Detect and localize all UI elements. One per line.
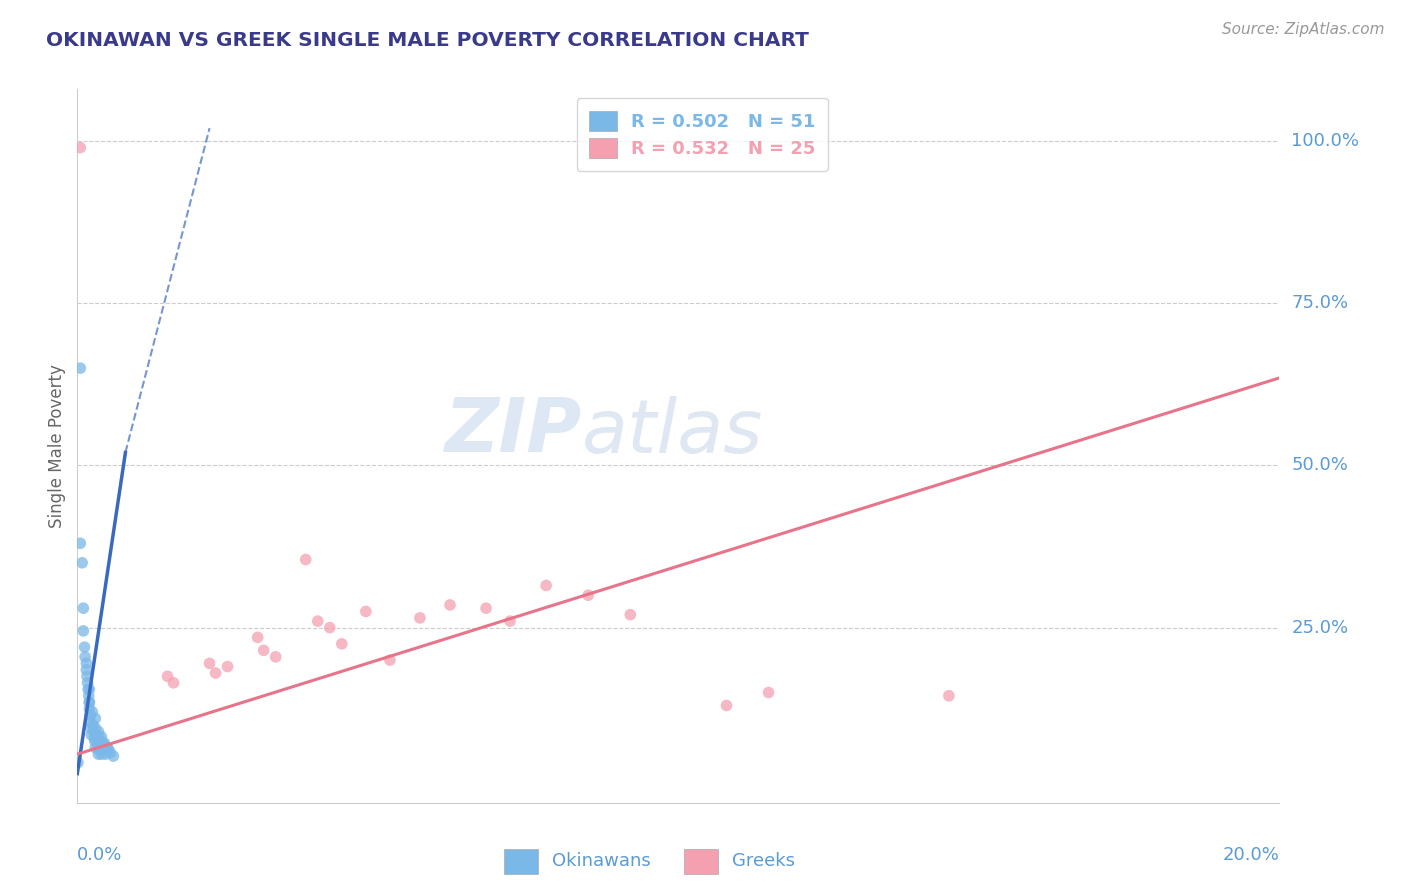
- Point: [84, 711, 107, 725]
- Point: [83, 731, 105, 745]
- Point: [80, 721, 103, 735]
- Legend: R = 0.502   N = 51, R = 0.532   N = 25: R = 0.502 N = 51, R = 0.532 N = 25: [576, 98, 828, 170]
- Text: 50.0%: 50.0%: [1292, 457, 1348, 475]
- Point: [87, 724, 110, 739]
- Point: [253, 643, 276, 657]
- Point: [96, 740, 118, 755]
- Point: [409, 611, 432, 625]
- Point: [439, 598, 461, 612]
- Point: [198, 657, 221, 671]
- Point: [84, 740, 107, 755]
- Point: [90, 730, 112, 744]
- Point: [76, 675, 98, 690]
- Point: [354, 604, 377, 618]
- Point: [90, 736, 112, 750]
- Point: [75, 649, 97, 664]
- Point: [90, 747, 112, 761]
- Text: 100.0%: 100.0%: [1292, 132, 1360, 150]
- Point: [97, 742, 120, 756]
- Point: [77, 689, 100, 703]
- Text: ZIP: ZIP: [444, 395, 582, 468]
- Point: [475, 601, 498, 615]
- Point: [82, 718, 104, 732]
- Point: [86, 734, 108, 748]
- Point: [204, 666, 226, 681]
- Point: [75, 657, 97, 671]
- Point: [330, 637, 353, 651]
- Point: [79, 695, 101, 709]
- Text: Source: ZipAtlas.com: Source: ZipAtlas.com: [1222, 22, 1385, 37]
- Point: [319, 621, 342, 635]
- FancyBboxPatch shape: [685, 849, 718, 874]
- Point: [91, 736, 114, 750]
- Point: [79, 714, 101, 729]
- Text: OKINAWAN VS GREEK SINGLE MALE POVERTY CORRELATION CHART: OKINAWAN VS GREEK SINGLE MALE POVERTY CO…: [46, 31, 810, 50]
- Point: [156, 669, 179, 683]
- Point: [83, 724, 105, 739]
- Point: [83, 734, 105, 748]
- Point: [91, 742, 114, 756]
- Text: Okinawans: Okinawans: [553, 853, 651, 871]
- Point: [89, 742, 111, 756]
- Point: [89, 736, 111, 750]
- Text: Greeks: Greeks: [733, 853, 796, 871]
- Point: [94, 740, 117, 755]
- Text: atlas: atlas: [582, 396, 763, 467]
- Text: 75.0%: 75.0%: [1292, 294, 1348, 312]
- Point: [264, 649, 287, 664]
- Point: [758, 685, 780, 699]
- Point: [79, 695, 101, 709]
- Point: [76, 669, 98, 683]
- Point: [938, 689, 960, 703]
- Point: [66, 756, 89, 770]
- Point: [79, 702, 101, 716]
- Point: [534, 578, 557, 592]
- Point: [100, 746, 122, 760]
- Text: 20.0%: 20.0%: [1223, 846, 1279, 863]
- Point: [80, 728, 103, 742]
- Point: [86, 728, 108, 742]
- Text: 25.0%: 25.0%: [1292, 619, 1348, 637]
- Point: [378, 653, 401, 667]
- FancyBboxPatch shape: [505, 849, 537, 874]
- Point: [93, 740, 115, 755]
- Point: [72, 624, 94, 638]
- Point: [307, 614, 329, 628]
- Point: [217, 659, 239, 673]
- Point: [79, 708, 101, 723]
- Point: [87, 747, 110, 761]
- Point: [716, 698, 738, 713]
- Point: [84, 721, 107, 735]
- Point: [70, 556, 93, 570]
- Point: [576, 588, 599, 602]
- Point: [73, 640, 96, 654]
- Point: [294, 552, 316, 566]
- Point: [87, 740, 110, 755]
- Point: [619, 607, 641, 622]
- Point: [75, 663, 97, 677]
- Point: [69, 536, 91, 550]
- Point: [79, 682, 101, 697]
- Point: [82, 705, 104, 719]
- Point: [103, 749, 125, 764]
- Text: 0.0%: 0.0%: [77, 846, 122, 863]
- Point: [77, 682, 100, 697]
- Point: [87, 730, 110, 744]
- Point: [72, 601, 94, 615]
- Point: [499, 614, 522, 628]
- Point: [69, 140, 91, 154]
- Y-axis label: Single Male Poverty: Single Male Poverty: [48, 364, 66, 528]
- Point: [94, 747, 117, 761]
- Point: [246, 631, 269, 645]
- Point: [162, 675, 184, 690]
- Point: [93, 736, 115, 750]
- Point: [69, 361, 91, 376]
